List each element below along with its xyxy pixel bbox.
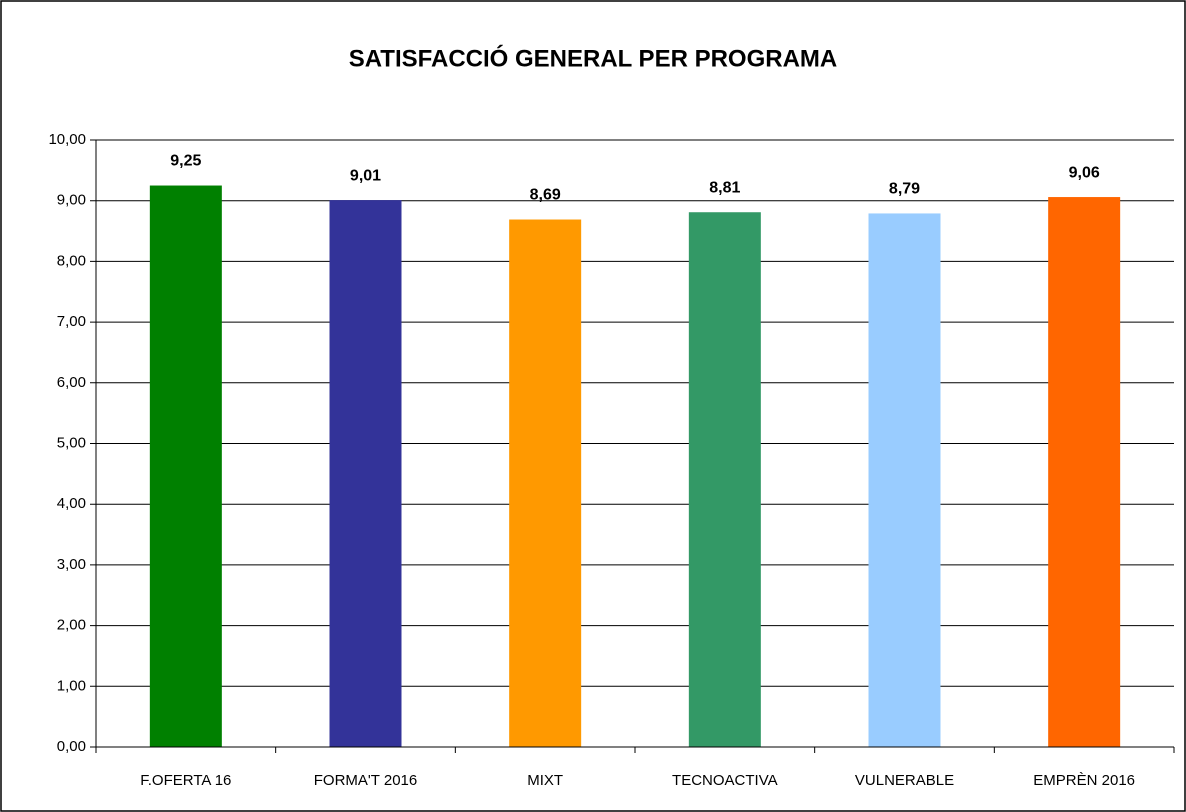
bar — [688, 212, 761, 747]
y-tick-label: 0,00 — [57, 738, 86, 755]
x-tick-label: MIXT — [527, 772, 563, 789]
value-label: 8,81 — [709, 179, 740, 196]
x-tick-label: F.OFERTA 16 — [140, 772, 231, 789]
y-tick-label: 6,00 — [57, 374, 86, 391]
x-tick-label: TECNOACTIVA — [672, 772, 778, 789]
bar — [149, 185, 222, 747]
value-label: 9,01 — [350, 167, 381, 184]
y-tick-label: 9,00 — [57, 192, 86, 209]
bar — [1048, 197, 1121, 748]
x-tick-label: EMPRÈN 2016 — [1033, 772, 1135, 789]
chart-title: SATISFACCIÓ GENERAL PER PROGRAMA — [349, 44, 837, 72]
value-label: 9,25 — [170, 153, 201, 170]
x-tick-label: FORMA'T 2016 — [314, 772, 417, 789]
y-tick-label: 2,00 — [57, 617, 86, 634]
bar — [868, 213, 941, 747]
bar — [509, 219, 582, 748]
y-tick-label: 4,00 — [57, 495, 86, 512]
y-tick-label: 10,00 — [48, 131, 86, 148]
value-label: 8,69 — [530, 187, 561, 204]
y-tick-label: 1,00 — [57, 677, 86, 694]
value-label: 8,79 — [889, 181, 920, 198]
y-tick-label: 3,00 — [57, 556, 86, 573]
x-tick-label: VULNERABLE — [855, 772, 954, 789]
bar — [329, 200, 402, 747]
y-tick-label: 7,00 — [57, 313, 86, 330]
value-label: 9,06 — [1069, 164, 1100, 181]
y-tick-label: 8,00 — [57, 252, 86, 269]
y-tick-label: 5,00 — [57, 434, 86, 451]
